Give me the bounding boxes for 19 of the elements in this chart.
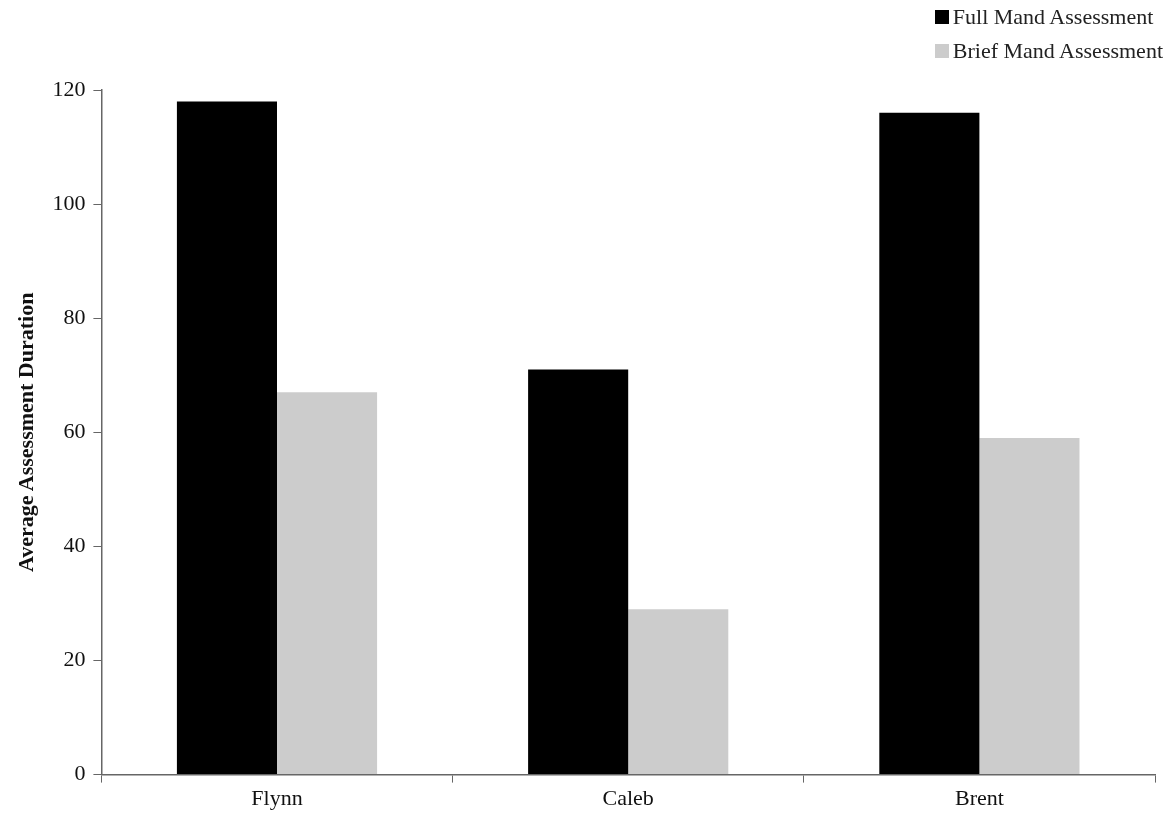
y-tick-label: 60 (63, 418, 86, 444)
y-axis-title: Average Assessment Duration (12, 292, 38, 573)
bar (879, 112, 980, 775)
y-tick-label: 20 (63, 646, 86, 672)
y-tick-label: 120 (52, 75, 86, 101)
y-tick-label: 80 (63, 303, 86, 329)
x-tick-label: Flynn (251, 784, 303, 810)
legend-label: Full Mand Assessment (952, 4, 1154, 30)
y-tick-label: 40 (63, 532, 86, 558)
bar (628, 609, 729, 775)
x-tick-label: Caleb (602, 784, 654, 810)
y-tick-label: 0 (74, 760, 86, 786)
y-tick-label: 100 (52, 189, 86, 215)
bar (277, 392, 378, 775)
x-tick-label: Brent (954, 784, 1004, 810)
legend-label: Brief Mand Assessment (952, 38, 1163, 64)
bar (528, 369, 629, 775)
bar (979, 438, 1080, 775)
bar (176, 101, 277, 775)
